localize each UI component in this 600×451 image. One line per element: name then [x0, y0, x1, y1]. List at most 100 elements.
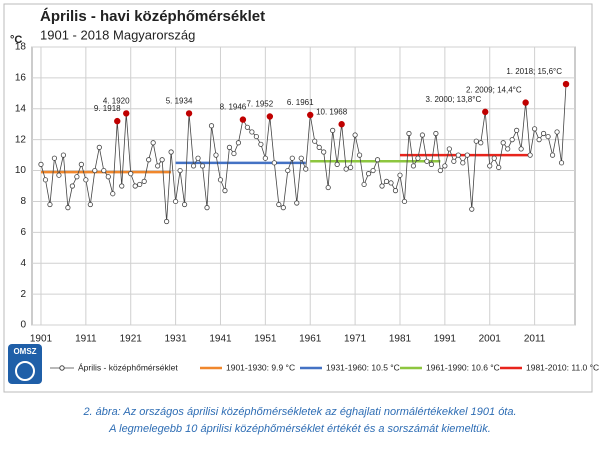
data-point — [239, 116, 247, 123]
legend-label: 1901-1930: 9.9 °C — [226, 362, 295, 372]
x-tick-label: 1991 — [434, 334, 457, 345]
data-point — [549, 152, 556, 158]
y-tick-label: 0 — [20, 320, 26, 331]
data-point — [110, 191, 116, 197]
data-point — [532, 126, 538, 132]
data-point — [159, 157, 165, 163]
annotation: 8. 1946 — [220, 103, 247, 112]
y-tick-label: 12 — [15, 134, 27, 145]
data-point — [522, 99, 529, 106]
data-point — [451, 158, 457, 164]
annotation: 7. 1952 — [246, 100, 273, 109]
data-point — [415, 155, 421, 161]
data-point — [137, 181, 143, 188]
chart-frame — [3, 3, 593, 393]
data-point — [356, 152, 363, 158]
data-point — [213, 152, 219, 158]
data-point — [545, 133, 551, 140]
data-point — [280, 205, 286, 211]
y-tick-label: 16 — [15, 73, 27, 84]
annotation: 5. 1934 — [166, 97, 193, 106]
annotation: 6. 1961 — [287, 98, 314, 107]
data-point — [289, 155, 295, 161]
annotation: 10. 1968 — [316, 107, 348, 116]
data-point — [190, 163, 197, 169]
data-point — [558, 160, 565, 166]
data-point — [298, 155, 304, 161]
data-point — [185, 110, 193, 117]
data-point — [419, 132, 426, 138]
data-point — [392, 188, 399, 194]
data-point — [181, 201, 188, 208]
data-point — [424, 158, 430, 164]
data-point — [244, 124, 251, 130]
data-point — [410, 163, 417, 169]
data-point — [60, 152, 67, 158]
data-point — [505, 146, 511, 152]
data-point — [141, 178, 147, 184]
data-point — [401, 198, 408, 205]
data-point — [177, 167, 183, 174]
data-point — [294, 200, 300, 206]
data-point — [105, 174, 111, 180]
logo-icon — [15, 361, 35, 381]
caption: 2. ábra: Az országos áprilisi középhőmér… — [82, 406, 516, 418]
data-point — [199, 163, 206, 169]
data-point — [307, 111, 314, 119]
data-point — [460, 160, 466, 166]
data-point — [374, 157, 381, 163]
data-point — [540, 130, 547, 137]
data-point — [303, 166, 309, 172]
y-tick-label: 10 — [15, 165, 27, 176]
data-point — [168, 149, 174, 155]
data-point — [38, 161, 44, 167]
data-point — [325, 184, 331, 191]
y-tick-label: 14 — [15, 103, 27, 114]
legend-label: 1931-1960: 10.5 °C — [326, 362, 400, 372]
data-point — [482, 108, 489, 116]
x-tick-label: 2001 — [479, 334, 502, 345]
x-tick-label: 1921 — [120, 334, 143, 345]
data-point — [406, 130, 412, 137]
data-point — [173, 198, 179, 205]
data-point — [334, 161, 340, 167]
data-point — [276, 201, 282, 208]
data-point — [343, 166, 349, 172]
data-point — [150, 140, 156, 146]
data-point — [478, 140, 484, 146]
data-point — [428, 161, 434, 167]
data-point — [83, 177, 89, 183]
data-point — [155, 163, 161, 169]
data-point — [348, 164, 354, 171]
data-point — [123, 110, 130, 117]
data-point — [92, 167, 98, 174]
data-point — [235, 140, 242, 146]
data-point — [554, 129, 560, 135]
data-point — [527, 152, 533, 158]
x-tick-label: 1971 — [344, 334, 367, 345]
data-point — [352, 132, 358, 138]
data-point — [509, 137, 515, 143]
caption: A legmelegebb 10 áprilisi középhőmérsékl… — [108, 423, 491, 435]
data-point — [101, 167, 107, 174]
data-point — [65, 205, 71, 211]
y-tick-label: 8 — [20, 196, 26, 207]
data-point — [491, 155, 497, 161]
data-point — [473, 138, 479, 144]
data-point — [469, 206, 475, 212]
data-point — [96, 144, 102, 150]
data-point — [536, 137, 542, 143]
data-point — [87, 201, 93, 208]
y-tick-label: 2 — [20, 289, 26, 300]
x-tick-label: 1961 — [299, 334, 322, 345]
data-point — [195, 155, 201, 161]
y-tick-label: 4 — [20, 258, 26, 269]
data-point — [204, 205, 210, 211]
data-point — [437, 167, 443, 174]
x-tick-label: 1901 — [30, 334, 53, 345]
data-point — [316, 144, 322, 150]
y-tick-label: 18 — [15, 42, 27, 53]
data-point — [365, 171, 372, 177]
data-point — [487, 163, 493, 169]
